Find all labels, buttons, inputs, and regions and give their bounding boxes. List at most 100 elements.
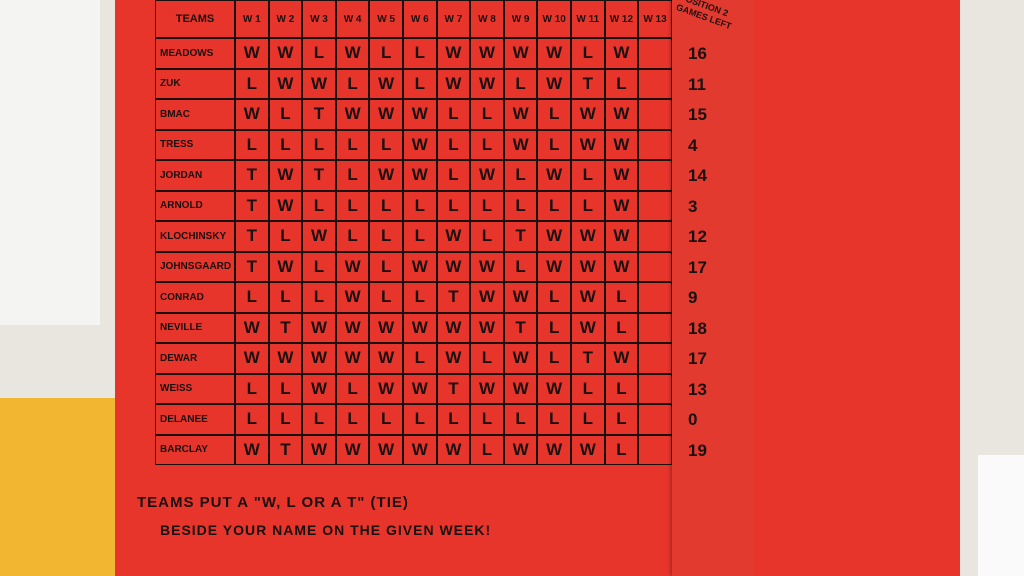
empty-cell [638, 68, 672, 99]
result: L [604, 373, 639, 404]
result: L [470, 221, 504, 252]
result: W [571, 99, 605, 130]
team-name: JORDAN [155, 160, 235, 191]
result: W [302, 312, 336, 343]
result: W [235, 434, 269, 465]
result: L [335, 190, 370, 221]
result: L [604, 282, 639, 313]
result: T [503, 312, 538, 343]
result: L [268, 99, 303, 130]
result: W [571, 221, 605, 252]
position-strip [672, 0, 754, 576]
result: L [537, 343, 571, 374]
result: W [302, 343, 336, 374]
result: W [470, 160, 504, 191]
result: L [571, 404, 605, 435]
result: W [302, 373, 336, 404]
result: W [470, 373, 504, 404]
result: L [403, 190, 437, 221]
result: L [403, 221, 437, 252]
week-header: W 13 [638, 0, 672, 38]
result: W [571, 434, 605, 465]
result: W [369, 68, 403, 99]
result: L [537, 404, 571, 435]
result: L [302, 190, 336, 221]
result: L [436, 190, 471, 221]
result: L [369, 129, 403, 160]
footer-line: TEAMS PUT A "W, L OR A T" (TIE) [137, 494, 409, 511]
result: W [335, 99, 370, 130]
result: W [369, 343, 403, 374]
team-name: WEISS [155, 373, 235, 404]
position: 4 [688, 135, 698, 155]
position: 9 [688, 288, 698, 307]
position: 17 [688, 349, 707, 368]
result: W [403, 160, 437, 191]
result: W [604, 190, 639, 221]
result: W [470, 282, 504, 313]
result: L [470, 434, 504, 465]
empty-cell [638, 129, 672, 160]
result: W [503, 434, 538, 465]
result: L [604, 404, 639, 435]
result: W [436, 68, 471, 99]
team-name: CONRAD [155, 282, 235, 313]
result: W [268, 160, 303, 191]
empty-cell [638, 99, 672, 130]
result: W [369, 373, 403, 404]
result: W [604, 221, 639, 252]
result: L [571, 38, 605, 69]
team-name: BARCLAY [155, 434, 235, 465]
result: W [470, 251, 504, 282]
result: W [436, 221, 471, 252]
result: T [302, 99, 336, 130]
result: L [470, 190, 504, 221]
result: L [369, 221, 403, 252]
result: L [302, 404, 336, 435]
result: W [403, 129, 437, 160]
result: W [369, 434, 403, 465]
result: W [503, 373, 538, 404]
result: W [335, 434, 370, 465]
result: T [571, 343, 605, 374]
result: L [335, 373, 370, 404]
result: W [436, 434, 471, 465]
result: W [604, 129, 639, 160]
result: W [369, 99, 403, 130]
result: L [537, 129, 571, 160]
result: L [571, 160, 605, 191]
result: W [235, 312, 269, 343]
team-name: MEADOWS [155, 38, 235, 69]
result: W [335, 312, 370, 343]
result: W [604, 160, 639, 191]
result: T [571, 68, 605, 99]
result: T [268, 312, 303, 343]
result: L [235, 282, 269, 313]
result: L [470, 404, 504, 435]
result: W [470, 38, 504, 69]
position: 11 [688, 74, 706, 94]
result: W [235, 99, 269, 130]
result: L [503, 68, 538, 99]
result: W [403, 251, 437, 282]
position: 0 [688, 410, 698, 429]
result: L [503, 160, 538, 191]
result: W [537, 221, 571, 252]
result: L [235, 129, 269, 160]
result: L [571, 373, 605, 404]
week-header: W 9 [503, 0, 538, 38]
result: W [503, 129, 538, 160]
week-header: W 2 [268, 0, 303, 38]
result: L [302, 38, 336, 69]
result: W [604, 251, 639, 282]
result: W [369, 160, 403, 191]
result: L [436, 160, 471, 191]
result: L [302, 251, 336, 282]
team-name: JOHNSGAARD [155, 251, 235, 282]
result: W [537, 38, 571, 69]
result: T [235, 160, 269, 191]
result: L [302, 282, 336, 313]
result: W [604, 343, 639, 374]
result: L [470, 99, 504, 130]
